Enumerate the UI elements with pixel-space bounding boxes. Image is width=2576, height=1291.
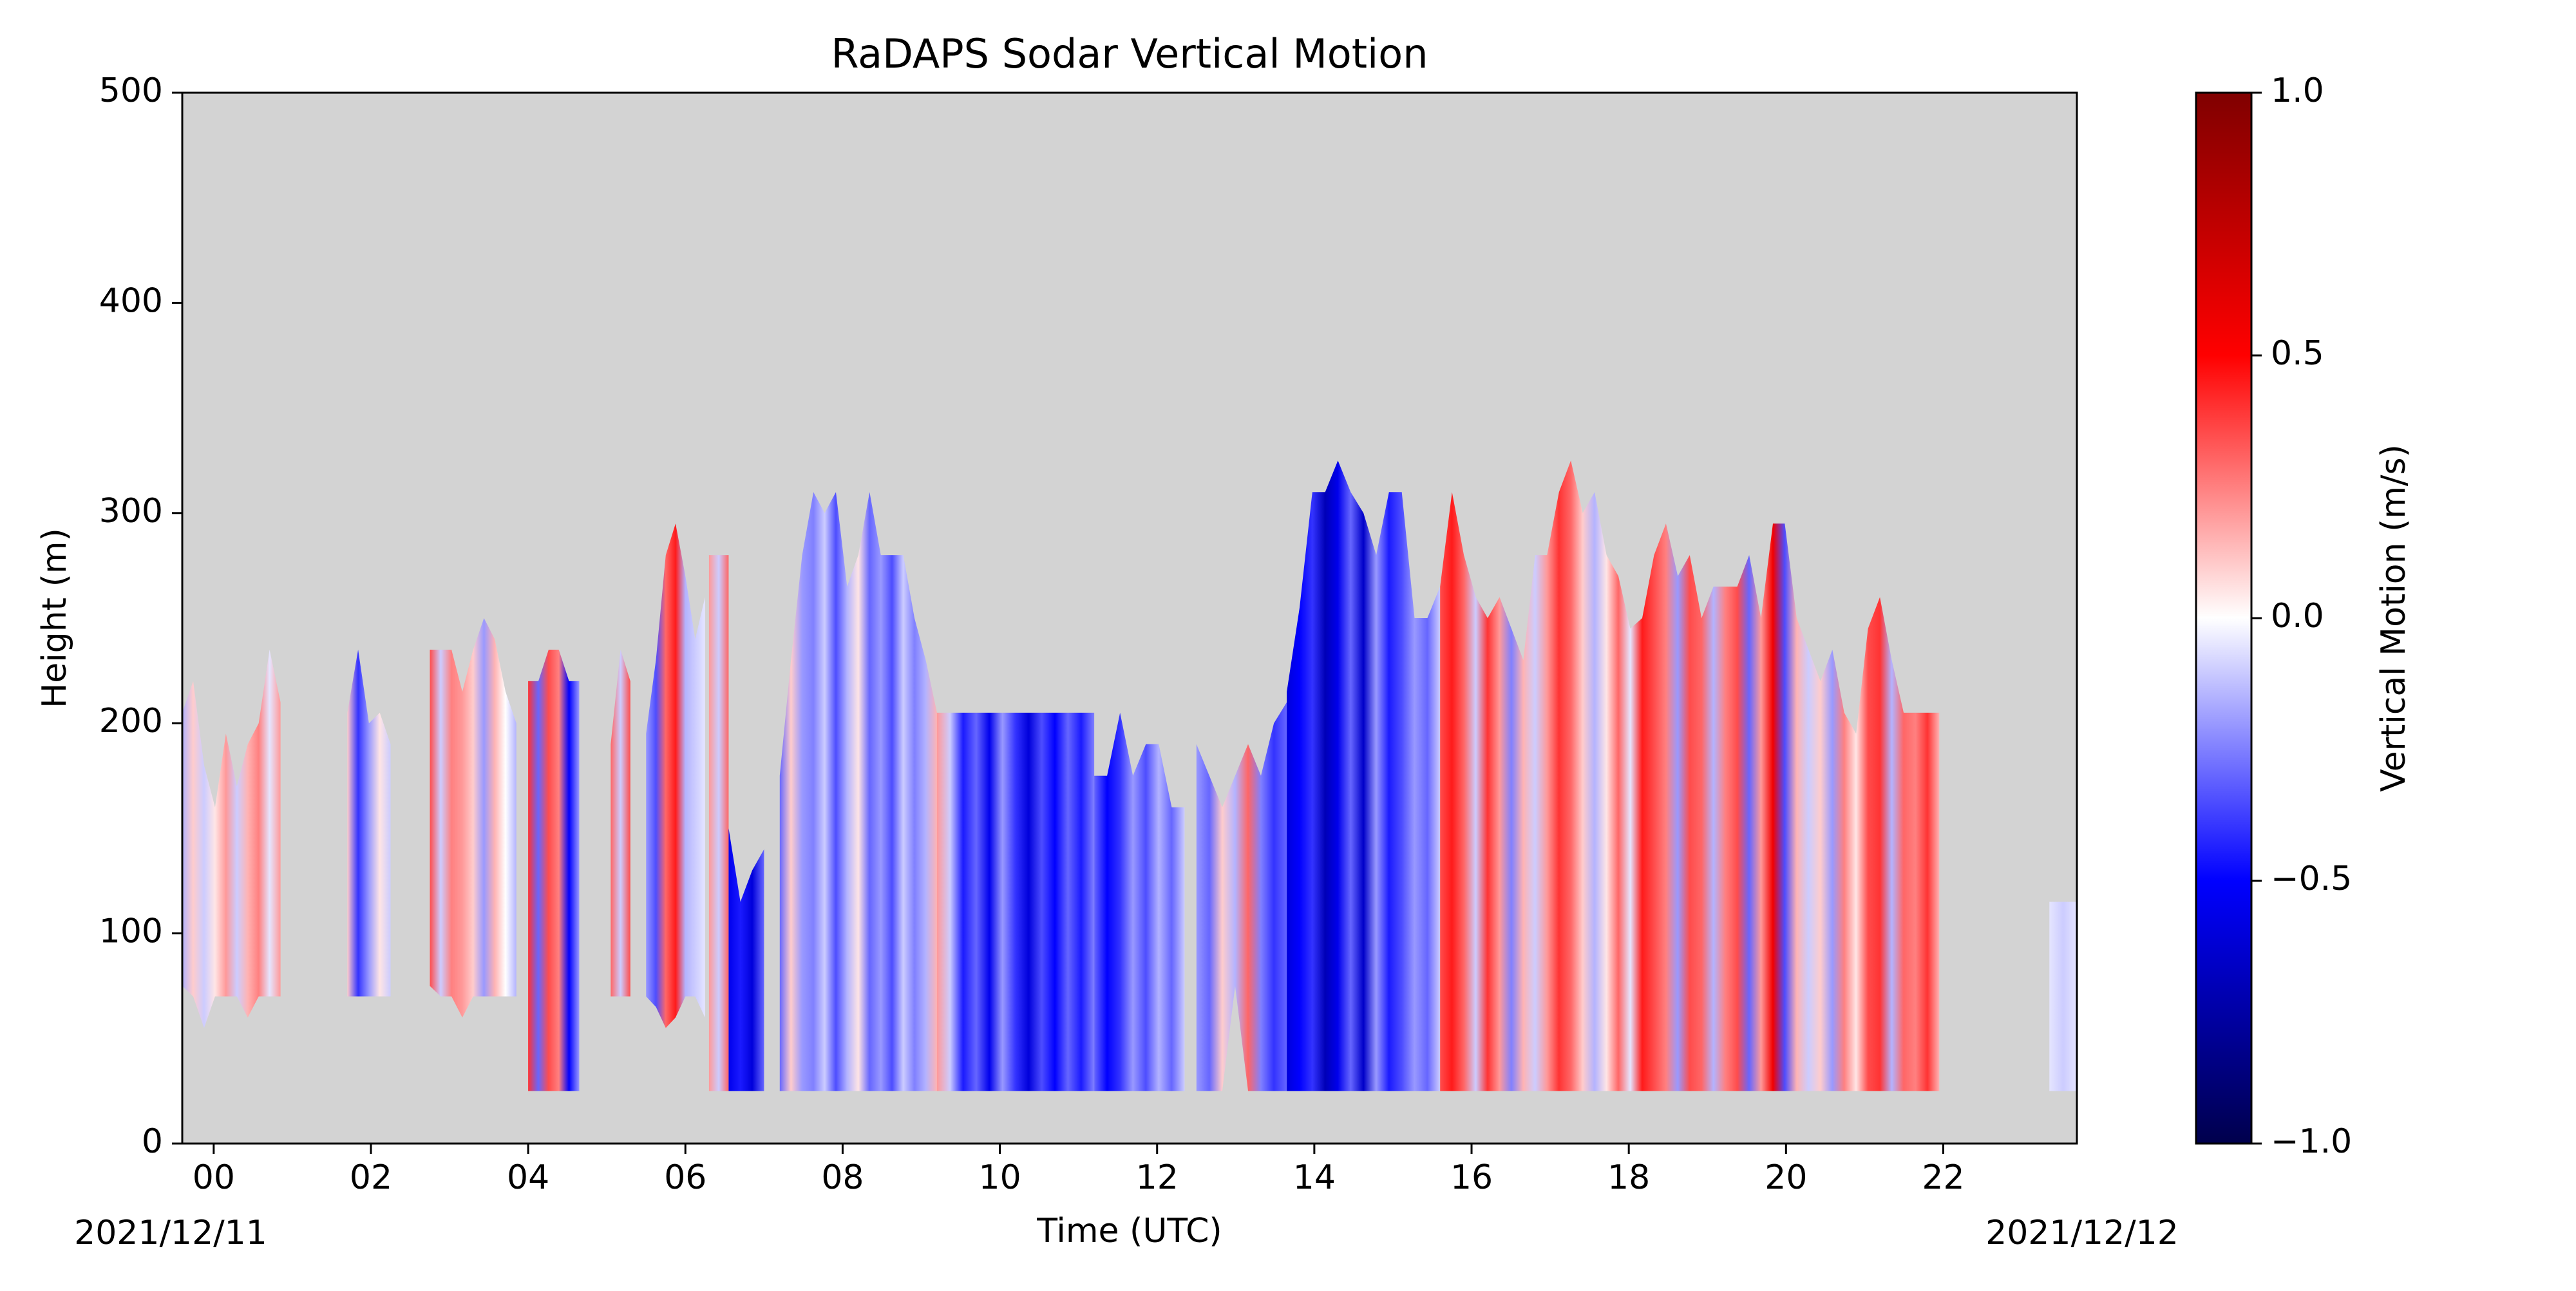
- data-segment: [936, 712, 1095, 1091]
- y-tick-label: 500: [99, 71, 163, 110]
- data-segment: [1287, 460, 1441, 1091]
- x-tick-label: 06: [664, 1158, 706, 1197]
- data-segment: [182, 650, 281, 1028]
- y-axis-label: Height (m): [35, 528, 74, 708]
- y-axis: 0 100 200 300 400 500: [99, 71, 182, 1161]
- data-segment: [2049, 901, 2077, 1091]
- colorbar: −1.0 −0.5 0.0 0.5 1.0: [2195, 71, 2352, 1161]
- start-date-label: 2021/12/11: [74, 1214, 267, 1252]
- data-segment: [430, 618, 516, 1018]
- chart-title: RaDAPS Sodar Vertical Motion: [831, 30, 1428, 77]
- data-segment: [528, 650, 580, 1091]
- y-tick-label: 400: [99, 281, 163, 320]
- data-segment: [611, 650, 630, 997]
- colorbar-tick-label: 0.5: [2271, 334, 2324, 373]
- x-tick-label: 04: [507, 1158, 549, 1197]
- y-tick-label: 300: [99, 492, 163, 531]
- plot-area: [181, 91, 2078, 1145]
- plot-frame: [181, 91, 2078, 1145]
- data-segment: [1440, 460, 1940, 1091]
- end-date-label: 2021/12/12: [1985, 1214, 2179, 1252]
- data-segment: [779, 492, 937, 1091]
- x-tick-label: 22: [1922, 1158, 1964, 1197]
- x-tick-label: 10: [978, 1158, 1021, 1197]
- colorbar-label: Vertical Motion (m/s): [2374, 444, 2413, 792]
- colorbar-tick-label: −1.0: [2271, 1122, 2352, 1161]
- x-tick-label: 12: [1136, 1158, 1179, 1197]
- colorbar-tick-label: 0.0: [2271, 597, 2324, 636]
- x-axis-label: Time (UTC): [1036, 1212, 1222, 1250]
- y-tick-label: 0: [142, 1122, 163, 1161]
- data-segment: [1196, 702, 1287, 1091]
- colorbar-tick-label: −0.5: [2271, 860, 2352, 898]
- x-tick-label: 14: [1293, 1158, 1336, 1197]
- x-tick-label: 02: [350, 1158, 392, 1197]
- x-axis: 00 02 04 06 08 10 12 14 16 18 20 22: [193, 1144, 1965, 1197]
- x-tick-label: 20: [1765, 1158, 1807, 1197]
- x-tick-label: 00: [193, 1158, 235, 1197]
- data-segment: [347, 650, 391, 997]
- colorbar-gradient: [2195, 91, 2253, 1145]
- colorbar-tick-label: 1.0: [2271, 71, 2324, 110]
- y-tick-label: 100: [99, 912, 163, 951]
- x-tick-label: 18: [1607, 1158, 1650, 1197]
- data-segment: [646, 523, 705, 1028]
- data-segment: [1094, 712, 1185, 1091]
- y-tick-label: 200: [99, 702, 163, 740]
- x-tick-label: 08: [821, 1158, 864, 1197]
- data-segment: [708, 555, 729, 1091]
- data-segment: [728, 828, 764, 1091]
- x-tick-label: 16: [1450, 1158, 1493, 1197]
